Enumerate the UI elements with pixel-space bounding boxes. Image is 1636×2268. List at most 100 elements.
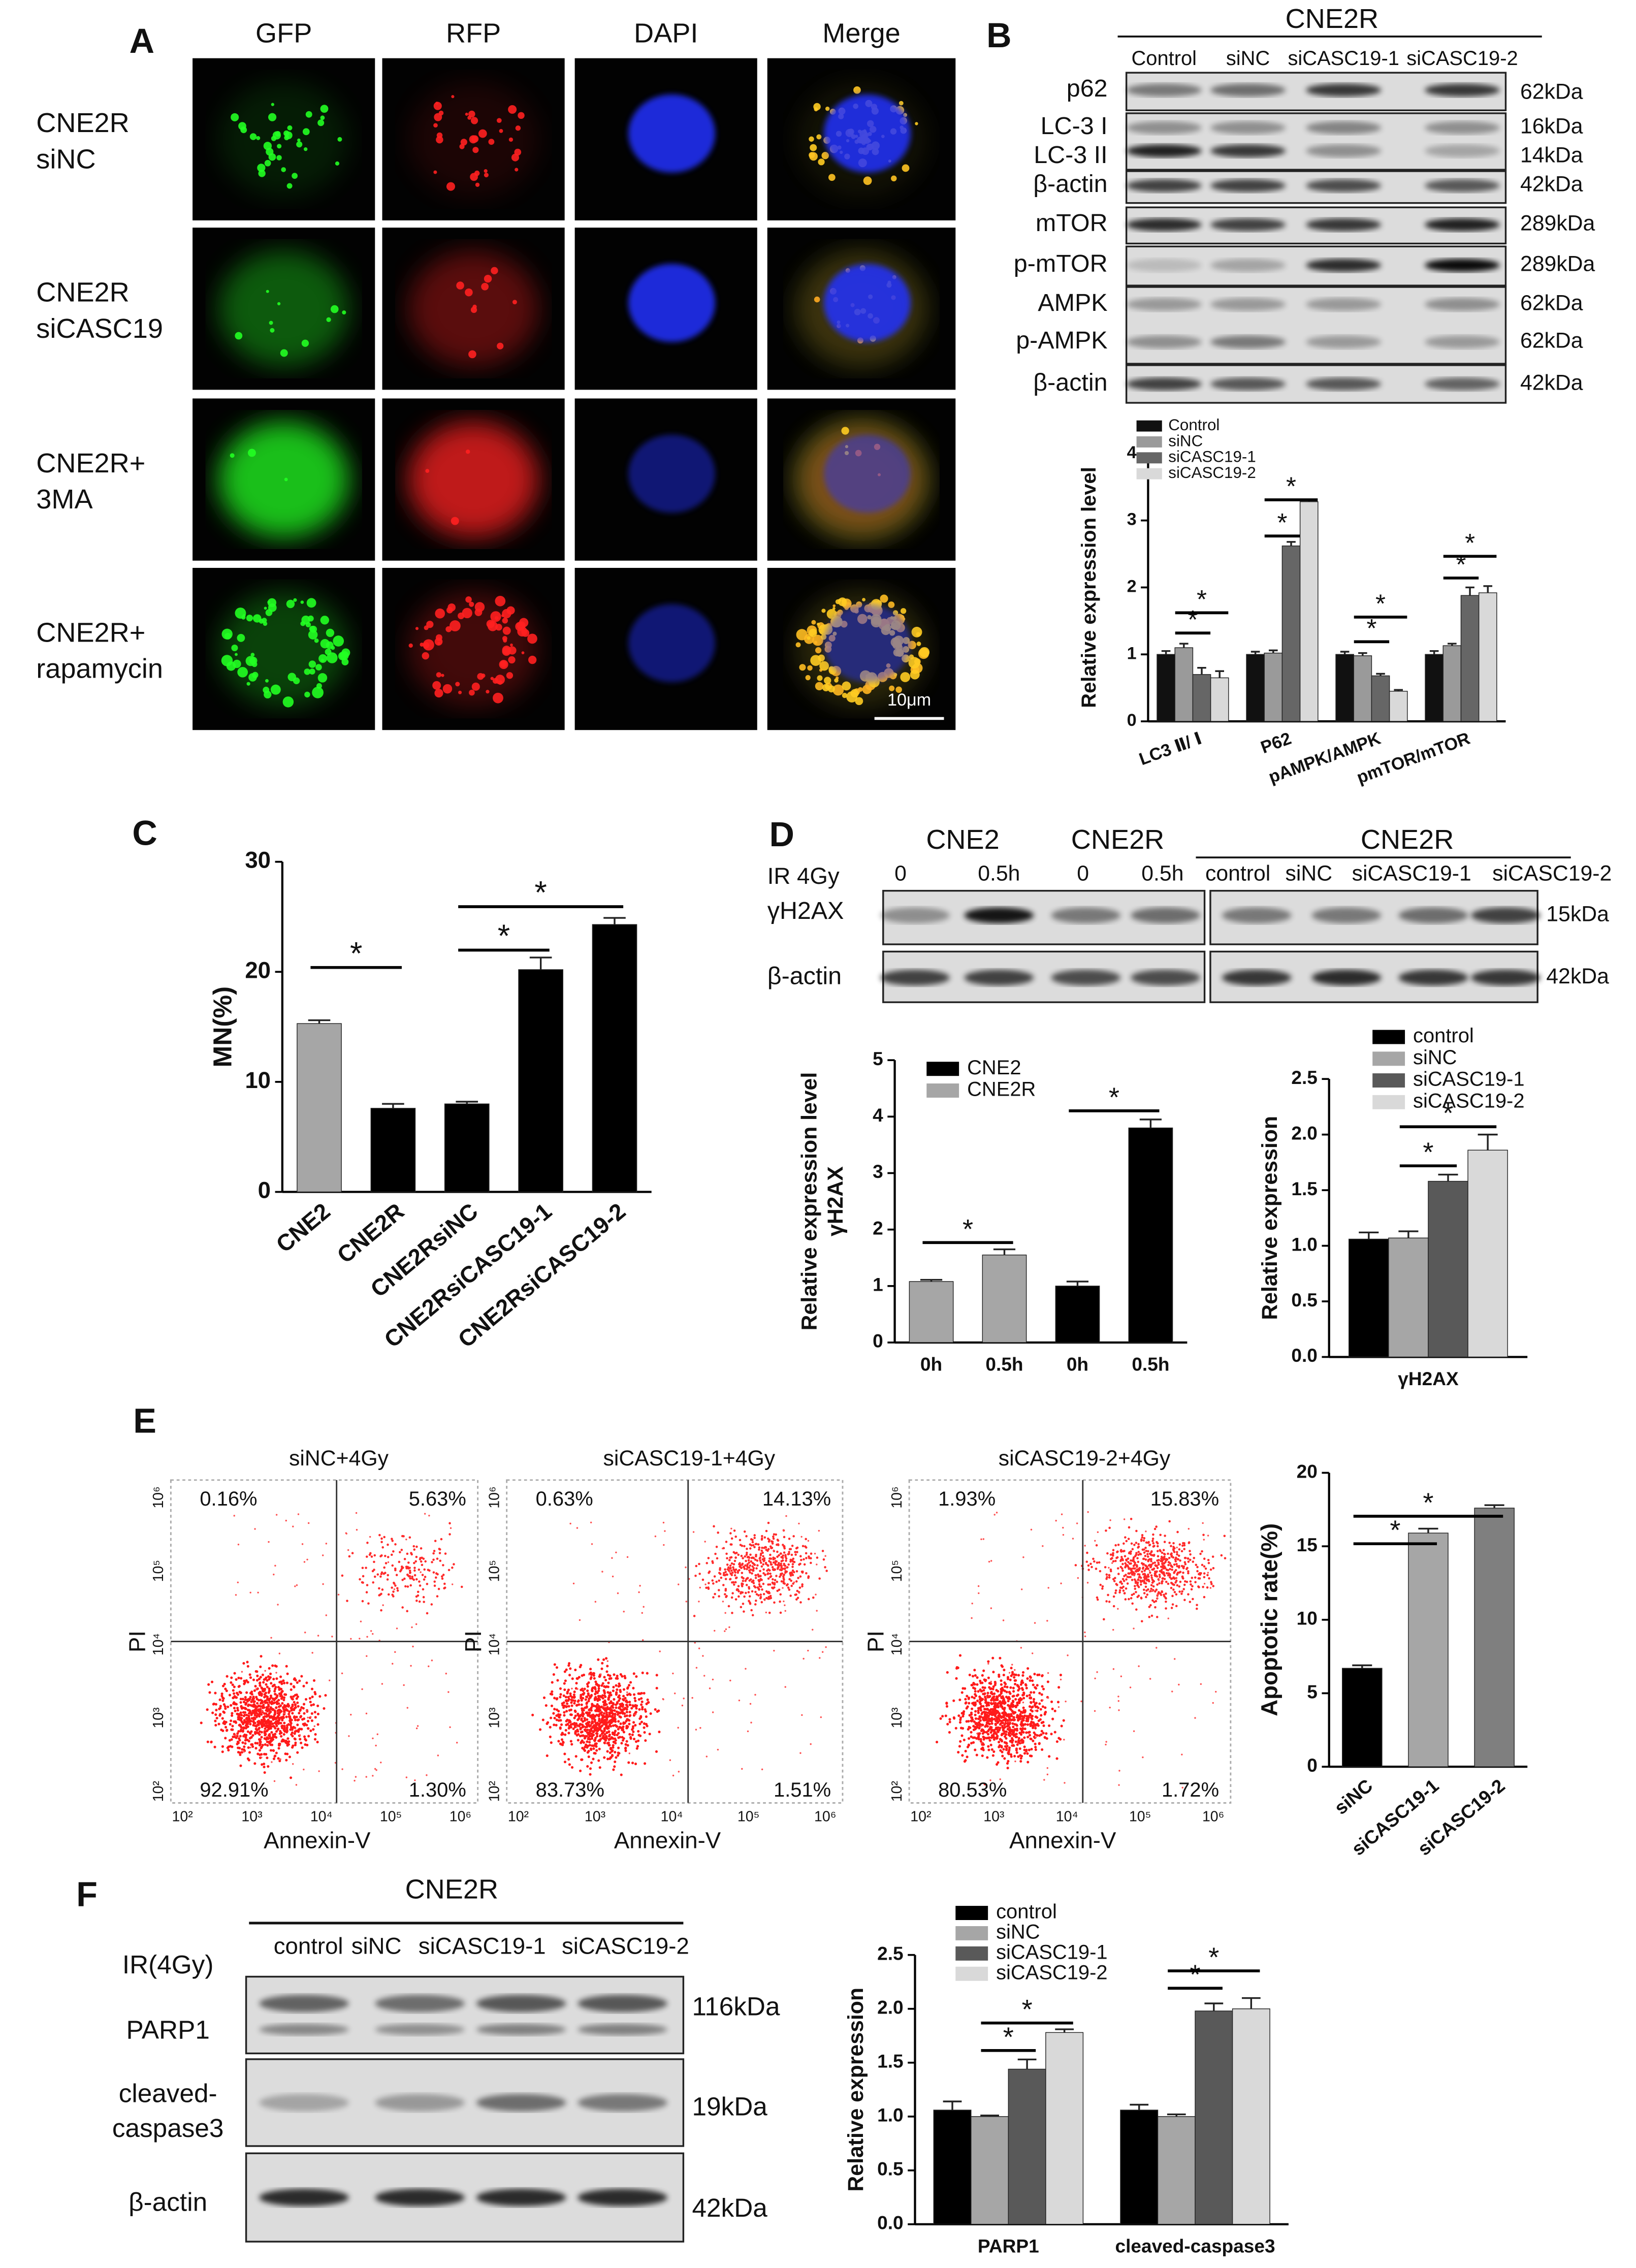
event-dot	[1176, 1565, 1178, 1568]
event-dot	[437, 1587, 440, 1590]
event-dot	[724, 1568, 726, 1571]
event-dot	[648, 1733, 651, 1736]
event-dot	[1120, 1556, 1123, 1558]
event-dot	[303, 1768, 305, 1771]
event-dot	[566, 1722, 569, 1726]
event-dot	[589, 1773, 592, 1776]
event-dot	[1023, 1736, 1026, 1739]
event-dot	[971, 1707, 974, 1710]
event-dot	[421, 1563, 424, 1567]
event-dot	[779, 1611, 782, 1614]
event-dot	[566, 1702, 569, 1705]
event-dot	[1116, 1583, 1118, 1586]
event-dot	[248, 1710, 251, 1713]
event-dot	[990, 1699, 993, 1702]
event-dot	[1135, 1553, 1137, 1556]
event-dot	[1147, 1578, 1150, 1581]
event-dot	[789, 1548, 792, 1551]
event-dot	[1022, 1706, 1025, 1709]
blot-band	[1210, 83, 1286, 97]
event-dot	[278, 1708, 281, 1711]
event-dot	[581, 1739, 584, 1742]
micrograph	[193, 567, 375, 730]
event-dot	[559, 1727, 562, 1730]
event-dot	[233, 1515, 235, 1517]
event-dot	[271, 1738, 275, 1741]
event-dot	[555, 1666, 559, 1669]
event-dot	[1201, 1550, 1203, 1553]
event-dot	[1010, 1705, 1013, 1708]
event-dot	[597, 1689, 600, 1692]
event-dot	[972, 1736, 975, 1739]
event-dot	[1199, 1552, 1202, 1555]
event-dot	[380, 1541, 383, 1544]
event-dot	[381, 1588, 384, 1591]
event-dot	[243, 1733, 246, 1736]
event-dot	[544, 1704, 548, 1707]
event-dot	[260, 1718, 263, 1721]
event-dot	[626, 1556, 629, 1558]
event-dot	[591, 1737, 594, 1740]
event-dot	[612, 1768, 615, 1771]
event-dot	[629, 1737, 632, 1740]
event-dot	[1147, 1564, 1150, 1567]
event-dot	[988, 1712, 992, 1715]
event-dot	[1117, 1543, 1120, 1546]
event-dot	[939, 1717, 942, 1720]
event-dot	[624, 1743, 627, 1746]
puncta	[235, 653, 238, 656]
event-dot	[1139, 1552, 1142, 1555]
puncta	[309, 668, 315, 675]
event-dot	[430, 1603, 433, 1606]
event-dot	[254, 1747, 258, 1750]
event-dot	[279, 1675, 282, 1678]
event-dot	[382, 1572, 386, 1575]
event-dot	[1012, 1718, 1015, 1721]
quadrant-percent: 1.30%	[409, 1779, 466, 1801]
event-dot	[246, 1719, 249, 1722]
puncta	[822, 684, 830, 691]
event-dot	[625, 1700, 628, 1703]
event-dot	[614, 1730, 617, 1733]
event-dot	[1182, 1542, 1184, 1545]
event-dot	[609, 1691, 612, 1695]
event-dot	[781, 1556, 784, 1559]
event-dot	[559, 1687, 562, 1690]
event-dot	[1116, 1567, 1119, 1570]
event-dot	[1212, 1702, 1214, 1704]
event-dot	[586, 1765, 589, 1768]
event-dot	[1165, 1569, 1168, 1571]
event-dot	[1011, 1729, 1014, 1732]
event-dot	[993, 1704, 997, 1707]
event-dot	[608, 1738, 611, 1741]
event-dot	[376, 1733, 378, 1735]
event-dot	[639, 1734, 642, 1737]
event-dot	[767, 1548, 770, 1551]
event-dot	[426, 1612, 429, 1615]
micrograph	[574, 567, 757, 730]
event-dot	[251, 1734, 254, 1737]
event-dot	[593, 1686, 596, 1689]
event-dot	[207, 1683, 210, 1686]
event-dot	[641, 1706, 644, 1709]
event-dot	[1039, 1718, 1042, 1721]
event-dot	[573, 1726, 576, 1729]
puncta	[326, 317, 331, 322]
event-dot	[1143, 1592, 1146, 1594]
event-dot	[1131, 1548, 1134, 1551]
event-dot	[391, 1540, 394, 1542]
event-dot	[1128, 1572, 1131, 1575]
event-dot	[596, 1706, 599, 1709]
event-dot	[1154, 1564, 1158, 1568]
event-dot	[1025, 1686, 1028, 1689]
event-dot	[1098, 1561, 1101, 1564]
event-dot	[698, 1573, 701, 1575]
event-dot	[734, 1581, 737, 1584]
event-dot	[628, 1733, 631, 1736]
event-dot	[567, 1664, 570, 1667]
event-dot	[784, 1604, 786, 1606]
puncta	[408, 643, 413, 648]
event-dot	[1025, 1748, 1028, 1751]
event-dot	[244, 1703, 247, 1706]
event-dot	[1005, 1737, 1008, 1740]
